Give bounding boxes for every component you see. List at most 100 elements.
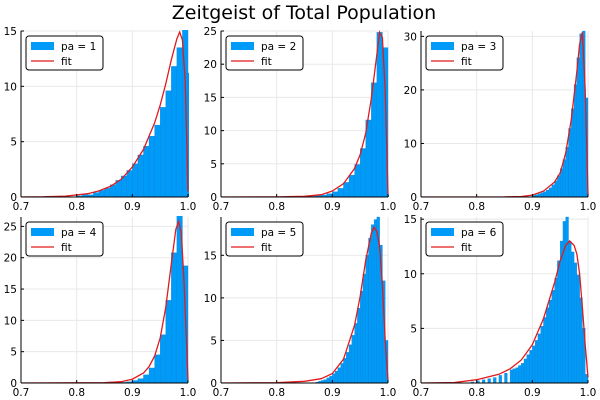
y-tick-label: 20	[4, 253, 17, 265]
x-tick-label: 0.7	[13, 387, 30, 399]
histogram-bar	[504, 373, 508, 383]
histogram-bar	[579, 33, 583, 197]
x-tick-label: 0.8	[268, 387, 285, 399]
histogram-bar	[526, 354, 530, 383]
x-tick-label: 0.9	[124, 201, 141, 213]
y-tick-label: 15	[4, 26, 17, 38]
fit-line	[21, 30, 189, 197]
x-tick-label: 0.8	[468, 201, 485, 213]
histogram-bar	[360, 148, 366, 197]
legend: pa = 6 fit	[425, 221, 504, 257]
x-tick-label: 0.7	[413, 201, 430, 213]
chart-panel-2: 0.7 0.8 0.9 1.0 0 5 10 15 20 25 pa = 2 fit	[204, 26, 397, 213]
histogram-bar	[509, 369, 514, 383]
legend-bar-swatch	[431, 228, 454, 236]
y-tick-label: 15	[204, 250, 217, 262]
fit-line	[421, 240, 589, 383]
histogram-bar	[568, 240, 572, 383]
legend-bar-label: pa = 2	[261, 41, 296, 53]
y-tick-label: 10	[4, 81, 17, 93]
histogram-bar	[493, 377, 497, 383]
x-tick-label: 0.7	[213, 201, 230, 213]
histogram-bar	[148, 135, 155, 197]
histogram-bars	[76, 30, 189, 197]
histogram-bar	[512, 368, 516, 383]
histogram-bar	[323, 379, 327, 383]
histogram-bar	[171, 252, 178, 383]
histogram-bar	[187, 72, 189, 197]
legend: pa = 3 fit	[425, 35, 504, 71]
histogram-bar	[104, 187, 111, 197]
histogram-bar	[576, 57, 580, 197]
y-tick-label: 0	[10, 192, 17, 204]
histogram-bar	[126, 170, 133, 197]
legend: pa = 4 fit	[25, 221, 104, 257]
legend-fit-label: fit	[61, 56, 72, 68]
histogram-bar	[548, 187, 552, 197]
chart-panel-3: 0.7 0.8 0.9 1.0 0 10 20 30 pa = 3 fit	[404, 30, 597, 213]
histogram-bar	[537, 333, 541, 383]
y-tick-label: 25	[4, 221, 17, 233]
x-tick-label: 0.8	[68, 201, 85, 213]
histogram-bar	[551, 290, 555, 383]
x-tick-label: 0.7	[213, 387, 230, 399]
histogram-bar	[560, 240, 564, 383]
y-tick-label: 5	[10, 347, 17, 359]
histogram-bar	[171, 66, 178, 197]
x-tick-label: 0.8	[468, 387, 485, 399]
y-tick-label: 15	[4, 284, 17, 296]
y-tick-label: 0	[410, 192, 417, 204]
fit-line	[221, 225, 389, 383]
legend-bar-swatch	[231, 42, 254, 50]
histogram-bar	[498, 375, 502, 383]
histogram-bar	[554, 278, 558, 383]
y-tick-label: 5	[410, 323, 417, 335]
y-tick-label: 10	[404, 138, 417, 150]
histogram-bar	[132, 163, 139, 197]
legend-fit-label: fit	[461, 242, 472, 254]
legend-bar-label: pa = 5	[261, 227, 296, 239]
y-tick-label: 10	[204, 293, 217, 305]
histogram-bar	[532, 345, 536, 383]
histogram-bar	[487, 378, 491, 383]
histogram-bar	[482, 379, 486, 383]
y-tick-label: 5	[210, 335, 217, 347]
legend-bar-label: pa = 1	[61, 41, 96, 53]
histogram-bar	[521, 363, 525, 383]
y-tick-label: 0	[210, 192, 217, 204]
legend-fit-label: fit	[61, 242, 72, 254]
x-tick-label: 1.0	[580, 201, 597, 213]
x-tick-label: 0.9	[324, 201, 341, 213]
histogram-bar	[571, 108, 575, 197]
histogram-bar	[354, 323, 358, 383]
histogram-bar	[362, 273, 366, 383]
histogram-bar	[326, 377, 330, 383]
histogram-bar	[165, 300, 172, 383]
histogram-bar	[154, 124, 161, 197]
x-tick-label: 0.9	[524, 387, 541, 399]
histogram-bar	[534, 340, 539, 383]
histogram-bar	[351, 335, 355, 383]
histogram-bar	[365, 255, 369, 383]
histogram-bars	[315, 216, 389, 383]
legend-bar-swatch	[231, 228, 254, 236]
histogram-bar	[165, 90, 172, 197]
y-tick-label: 0	[210, 378, 217, 390]
histogram-bar	[337, 367, 341, 383]
fit-line	[221, 30, 389, 197]
histogram-bar	[137, 378, 144, 383]
histogram-bar	[571, 251, 575, 383]
fit-line	[21, 219, 189, 383]
histogram-bar	[543, 317, 547, 383]
histogram-bar	[576, 274, 580, 383]
legend: pa = 5 fit	[225, 221, 304, 257]
y-tick-label: 0	[410, 378, 417, 390]
y-tick-label: 10	[204, 126, 217, 138]
histogram-bar	[518, 365, 522, 383]
histogram-bar	[543, 191, 547, 197]
histogram-bar	[371, 82, 378, 197]
x-tick-label: 0.9	[124, 387, 141, 399]
legend: pa = 1 fit	[25, 35, 104, 71]
legend-bar-swatch	[31, 228, 54, 236]
x-tick-label: 1.0	[180, 387, 197, 399]
